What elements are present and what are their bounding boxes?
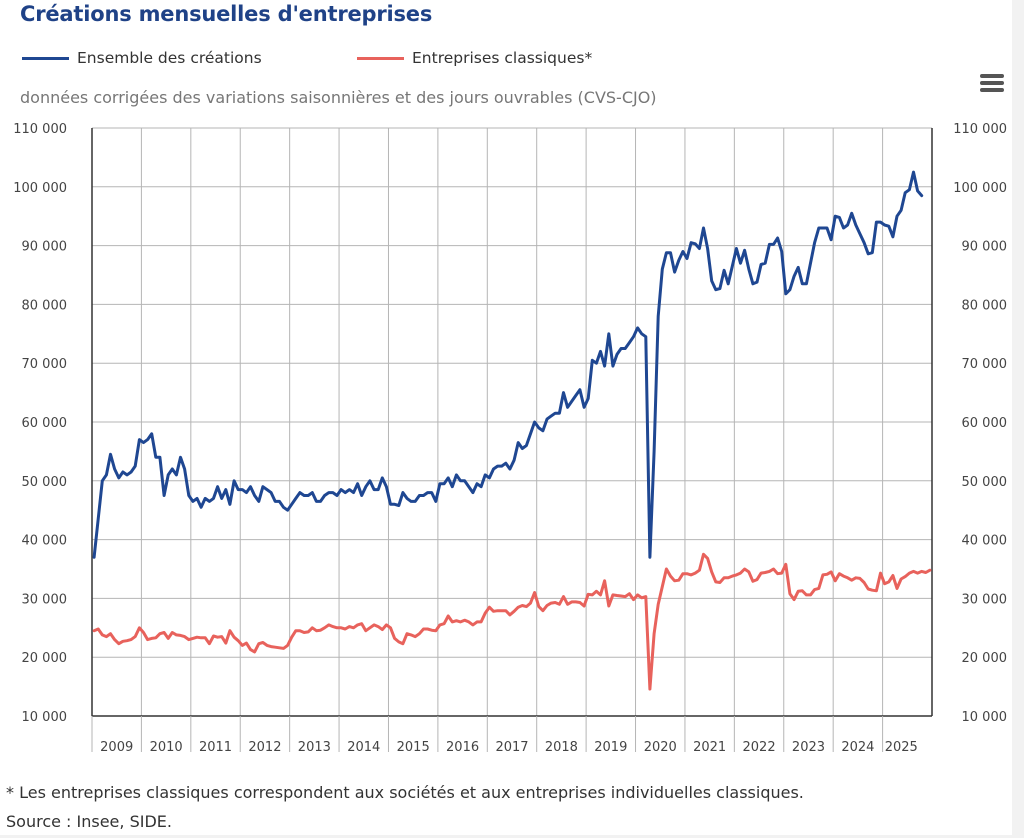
hamburger-menu-icon[interactable] — [978, 72, 1006, 96]
x-tick-label: 2023 — [792, 740, 825, 755]
y-tick-label-left: 50 000 — [22, 475, 68, 490]
y-tick-label-right: 90 000 — [962, 240, 1008, 255]
x-tick-label: 2012 — [248, 740, 281, 755]
legend-swatch-classic — [357, 56, 404, 60]
y-tick-label-right: 30 000 — [962, 592, 1008, 607]
x-tick-label: 2018 — [545, 740, 578, 755]
y-tick-label-right: 100 000 — [953, 181, 1007, 196]
y-tick-label-left: 20 000 — [22, 651, 68, 666]
y-tick-label-left: 10 000 — [22, 710, 68, 725]
series-line-total — [92, 170, 924, 559]
y-tick-label-right: 80 000 — [962, 298, 1008, 313]
x-tick-label: 2025 — [885, 740, 918, 755]
x-tick-label: 2019 — [594, 740, 627, 755]
legend-item-classic[interactable]: Entreprises classiques* — [357, 49, 592, 67]
legend-label-total: Ensemble des créations — [77, 49, 262, 67]
x-tick-label: 2015 — [397, 740, 430, 755]
y-tick-label-right: 40 000 — [962, 534, 1008, 549]
series-line-classic — [92, 552, 932, 691]
x-tick-label: 2011 — [199, 740, 232, 755]
footnote: * Les entreprises classiques corresponde… — [6, 783, 804, 802]
y-tick-label-left: 110 000 — [13, 122, 67, 137]
y-axis-right: 10 000 20 000 30 000 40 000 50 000 60 000 70 0… — [953, 122, 1007, 725]
y-tick-label-left: 40 000 — [22, 534, 68, 549]
legend-label-classic: Entreprises classiques* — [412, 49, 593, 67]
legend-swatch-total — [22, 56, 69, 60]
y-tick-label-right: 10 000 — [962, 710, 1008, 725]
x-tick-label: 2010 — [150, 740, 183, 755]
legend-item-total[interactable]: Ensemble des créations — [22, 49, 262, 67]
y-tick-label-left: 60 000 — [22, 416, 68, 431]
y-tick-label-right: 70 000 — [962, 357, 1008, 372]
y-tick-label-left: 30 000 — [22, 592, 68, 607]
x-tick-label: 2024 — [841, 740, 874, 755]
series-lines — [92, 170, 932, 691]
x-tick-label: 2009 — [100, 740, 133, 755]
y-tick-label-right: 50 000 — [962, 475, 1008, 490]
x-tick-label: 2020 — [644, 740, 677, 755]
y-axis-left: 10 000 20 000 30 000 40 000 50 000 60 000 70 0… — [13, 122, 67, 725]
x-tick-label: 2013 — [298, 740, 331, 755]
y-tick-label-right: 110 000 — [953, 122, 1007, 137]
line-chart: 10 000 20 000 30 000 40 000 50 000 60 000 70 0… — [13, 122, 1007, 755]
grid-lines — [91, 127, 933, 717]
y-tick-label-right: 20 000 — [962, 651, 1008, 666]
x-tick-label: 2014 — [347, 740, 380, 755]
x-tick-label: 2022 — [743, 740, 776, 755]
y-tick-label-left: 80 000 — [22, 298, 68, 313]
chart-title: Créations mensuelles d'entreprises — [20, 2, 433, 26]
y-tick-label-right: 60 000 — [962, 416, 1008, 431]
y-tick-label-left: 90 000 — [22, 240, 68, 255]
x-tick-label: 2016 — [446, 740, 479, 755]
y-tick-label-left: 100 000 — [13, 181, 67, 196]
chart-subtitle: données corrigées des variations saisonn… — [20, 88, 657, 107]
y-tick-label-left: 70 000 — [22, 357, 68, 372]
x-tick-label: 2021 — [693, 740, 726, 755]
source-note: Source : Insee, SIDE. — [6, 812, 172, 831]
x-axis: 2009 2010 2011 2012 2013 2014 2015 2016 2017 2018… — [91, 716, 918, 755]
x-tick-label: 2017 — [495, 740, 528, 755]
